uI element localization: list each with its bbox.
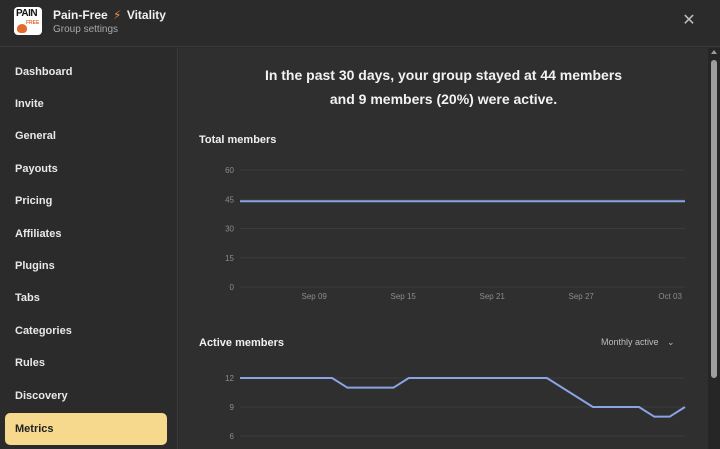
total-y-tick: 15 (225, 254, 234, 263)
chevron-down-icon: ⌄ (667, 337, 675, 347)
total-y-tick: 45 (225, 195, 234, 204)
logo-figure-icon (17, 24, 27, 33)
sidebar-item-tabs[interactable]: Tabs (15, 292, 40, 304)
sidebar-item-metrics[interactable]: Metrics (5, 413, 167, 445)
metrics-panel: In the past 30 days, your group stayed a… (179, 48, 708, 449)
app-subtitle: Group settings (53, 24, 119, 35)
sidebar-item-invite[interactable]: Invite (15, 98, 44, 110)
app-header: PAIN FREE Pain-Free ⚡ Vitality Group set… (0, 0, 720, 47)
total-y-tick: 60 (225, 166, 234, 175)
logo-text: PAIN (16, 8, 38, 19)
active-period-dropdown[interactable]: Monthly active ⌄ (601, 337, 675, 348)
total-members-title: Total members (199, 134, 277, 146)
total-x-tick: Sep 27 (568, 292, 594, 301)
active-y-tick: 12 (225, 374, 234, 383)
sidebar-item-affiliates[interactable]: Affiliates (15, 228, 62, 240)
summary-headline-line1: In the past 30 days, your group stayed a… (264, 67, 623, 83)
sidebar-item-dashboard[interactable]: Dashboard (15, 66, 73, 78)
total-members-chart: 0 15 30 45 60 Sep 09 Sep 15 Sep 21 Sep 27 Oct 03 (225, 166, 685, 301)
total-x-tick: Sep 15 (390, 292, 416, 301)
sidebar-item-rules[interactable]: Rules (15, 357, 45, 369)
scrollbar[interactable] (708, 48, 720, 449)
total-x-tick: Oct 03 (658, 292, 682, 301)
sidebar-item-discovery[interactable]: Discovery (15, 390, 68, 402)
logo-small-text: FREE (26, 20, 40, 26)
app-title-part2: Vitality (126, 8, 166, 22)
scrollbar-thumb[interactable] (711, 60, 717, 378)
active-y-tick: 9 (230, 403, 235, 412)
total-x-tick: Sep 09 (301, 292, 327, 301)
active-period-label: Monthly active (601, 337, 659, 347)
sidebar-item-general[interactable]: General (15, 130, 56, 142)
sidebar-item-plugins[interactable]: Plugins (15, 260, 55, 272)
total-y-tick: 0 (230, 283, 235, 292)
active-members-chart: 6 9 12 (225, 374, 686, 441)
sidebar-item-payouts[interactable]: Payouts (15, 163, 58, 175)
app-title: Pain-Free ⚡ Vitality (53, 8, 166, 22)
active-members-line (240, 377, 686, 418)
group-logo: PAIN FREE (14, 7, 42, 35)
active-y-tick: 6 (230, 432, 235, 441)
app-title-part1: Pain-Free (53, 8, 108, 22)
active-members-title: Active members (199, 337, 284, 349)
sidebar-item-categories[interactable]: Categories (15, 325, 72, 337)
summary-headline-line2: and 9 members (20%) were active. (329, 91, 558, 107)
scroll-up-icon[interactable] (711, 50, 717, 54)
lightning-bolt-icon: ⚡ (113, 8, 122, 22)
total-x-tick: Sep 21 (479, 292, 505, 301)
total-y-tick: 30 (225, 225, 234, 234)
close-icon[interactable]: ✕ (682, 12, 696, 29)
settings-sidebar: Dashboard Invite General Payouts Pricing… (0, 48, 178, 449)
sidebar-item-pricing[interactable]: Pricing (15, 195, 53, 207)
